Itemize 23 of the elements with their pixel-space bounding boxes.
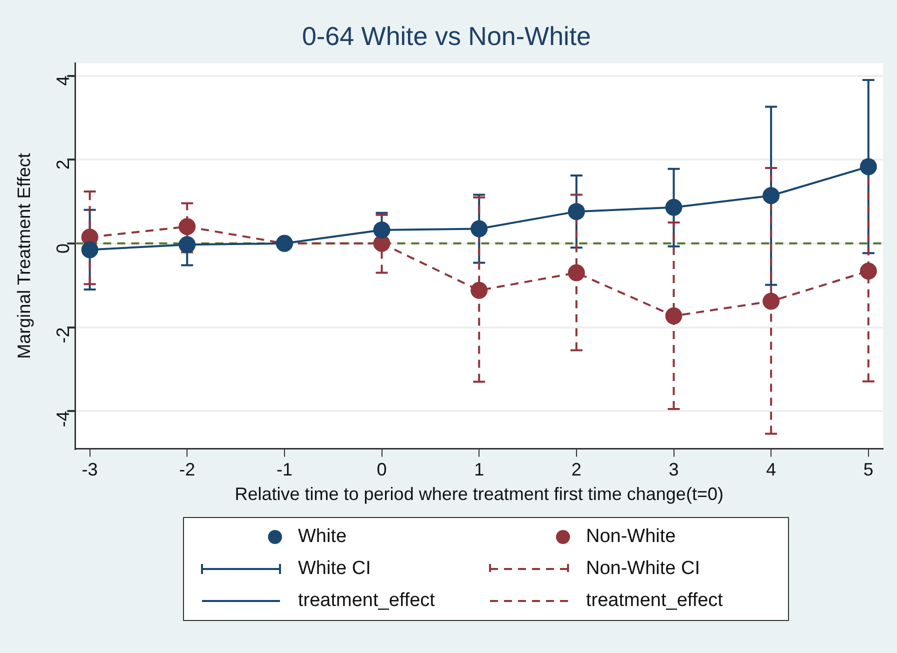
x-axis-title: Relative time to period where treatment first time change(t=0) bbox=[234, 484, 724, 504]
y-tick-label: 4 bbox=[53, 76, 74, 86]
y-tick-label: -4 bbox=[53, 411, 74, 428]
text: Non-White CI bbox=[586, 558, 700, 580]
chart-title: 0-64 White vs Non-White bbox=[302, 20, 591, 51]
legend-label: treatment_effect bbox=[298, 590, 435, 612]
x-tick-label: 5 bbox=[863, 460, 874, 480]
x-tick-label: 4 bbox=[766, 460, 776, 480]
legend-label: Non-White bbox=[586, 526, 676, 548]
legend-label: White bbox=[298, 526, 347, 548]
x-tick-label: -3 bbox=[82, 460, 98, 480]
y-tick-label: 2 bbox=[53, 160, 74, 170]
x-tick-label: 3 bbox=[668, 460, 679, 480]
x-tick-label: 1 bbox=[474, 460, 484, 480]
y-tick-label: -2 bbox=[53, 327, 74, 344]
x-tick-label: 2 bbox=[571, 460, 582, 480]
x-tick-label: -1 bbox=[276, 460, 292, 480]
x-tick-label: -2 bbox=[179, 460, 196, 480]
x-tick-label: 0 bbox=[376, 460, 387, 480]
y-tick-label: 0 bbox=[53, 243, 74, 254]
y-axis-title: Marginal Treatment Effect bbox=[14, 153, 34, 359]
legend-label: treatment_effect bbox=[586, 590, 723, 612]
text: White CI bbox=[298, 558, 371, 580]
